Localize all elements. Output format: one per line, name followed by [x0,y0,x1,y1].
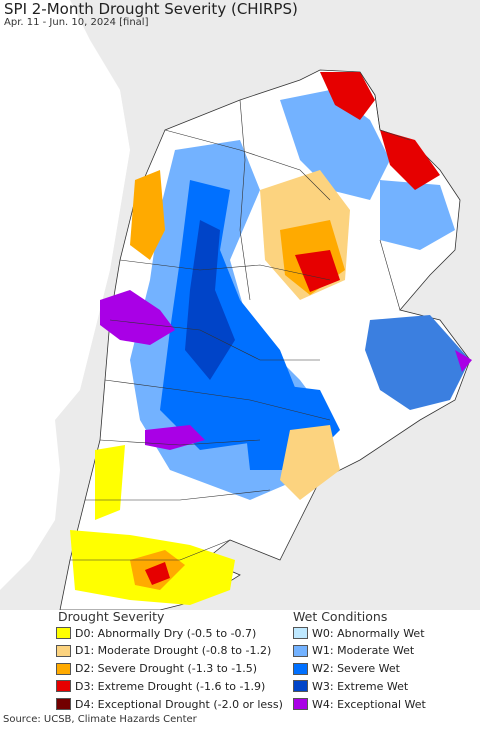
date-range-subtitle: Apr. 11 - Jun. 10, 2024 [final] [4,17,149,28]
wet-legend-item: W3: Extreme Wet [293,679,408,693]
wet-exceptional-patch [100,290,175,345]
drought-legend-swatch [56,644,71,657]
wet-moderate-patch [130,140,330,500]
drought-legend-item: D0: Abnormally Dry (-0.5 to -0.7) [56,626,256,640]
drought-legend-label: D2: Severe Drought (-1.3 to -1.5) [75,662,258,676]
neighbor-land [0,0,480,610]
drought-legend-label: D0: Abnormally Dry (-0.5 to -0.7) [75,626,257,640]
drought-severe-patch [280,220,345,295]
drought-moderate-patch [260,170,350,300]
drought-severe-south [130,550,185,590]
drought-legend-item: D3: Extreme Drought (-1.6 to -1.9) [56,679,265,693]
drought-dry-southeast [280,425,340,500]
drought-legend-label: D1: Moderate Drought (-0.8 to -1.2) [75,644,272,658]
wet-legend-swatch [293,698,308,711]
drought-legend-swatch [56,680,71,693]
drought-extreme-north [320,72,375,120]
wet-legend-item: W1: Moderate Wet [293,644,414,658]
wet-legend-title: Wet Conditions [293,609,388,624]
drought-legend-item: D2: Severe Drought (-1.3 to -1.5) [56,662,257,676]
province-borders [70,71,411,561]
wet-legend-item: W0: Abnormally Wet [293,626,425,640]
wet-legend-label: W1: Moderate Wet [312,644,415,658]
wet-east-patch [365,315,470,410]
wet-legend-item: W2: Severe Wet [293,662,400,676]
wet-legend-swatch [293,627,308,639]
drought-legend-item: D1: Moderate Drought (-0.8 to -1.2) [56,644,271,658]
drought-legend-label: D3: Extreme Drought (-1.6 to -1.9) [75,679,266,693]
drought-extreme-northeast [380,130,440,190]
wet-exceptional-patch-2 [145,425,205,450]
drought-legend-label: D4: Exceptional Drought (-2.0 or less) [75,697,283,711]
source-note: Source: UCSB, Climate Hazards Center [3,714,197,725]
wet-legend-swatch [293,644,308,657]
drought-legend-swatch [56,698,71,711]
wet-extreme-patch [185,220,235,380]
wet-legend-label: W0: Abnormally Wet [312,626,425,640]
region-land [59,69,471,610]
wet-northeast-patch [380,180,455,250]
drought-dry-south [70,530,235,605]
drought-legend-title: Drought Severity [58,609,165,624]
wet-severe-patch [160,180,300,450]
page-title: SPI 2-Month Drought Severity (CHIRPS) [4,0,298,18]
drought-extreme-south [145,562,170,585]
drought-legend-item: D4: Exceptional Drought (-2.0 or less) [56,697,283,711]
wet-legend-item: W4: Exceptional Wet [293,697,426,711]
drought-moderate-west [130,170,165,260]
wet-legend-label: W2: Severe Wet [312,662,400,676]
drought-dry-west [95,445,125,520]
drought-extreme-patch [295,250,340,292]
drought-map [0,0,480,610]
drought-legend-swatch [56,627,71,639]
wet-legend-swatch [293,680,308,693]
wet-exceptional-east [455,350,472,372]
wet-legend-swatch [293,662,308,675]
wet-legend-label: W3: Extreme Wet [312,679,409,693]
wet-legend-label: W4: Exceptional Wet [312,697,426,711]
wet-north-patch [280,90,390,200]
wet-south-patch [240,380,340,470]
drought-legend-swatch [56,662,71,675]
